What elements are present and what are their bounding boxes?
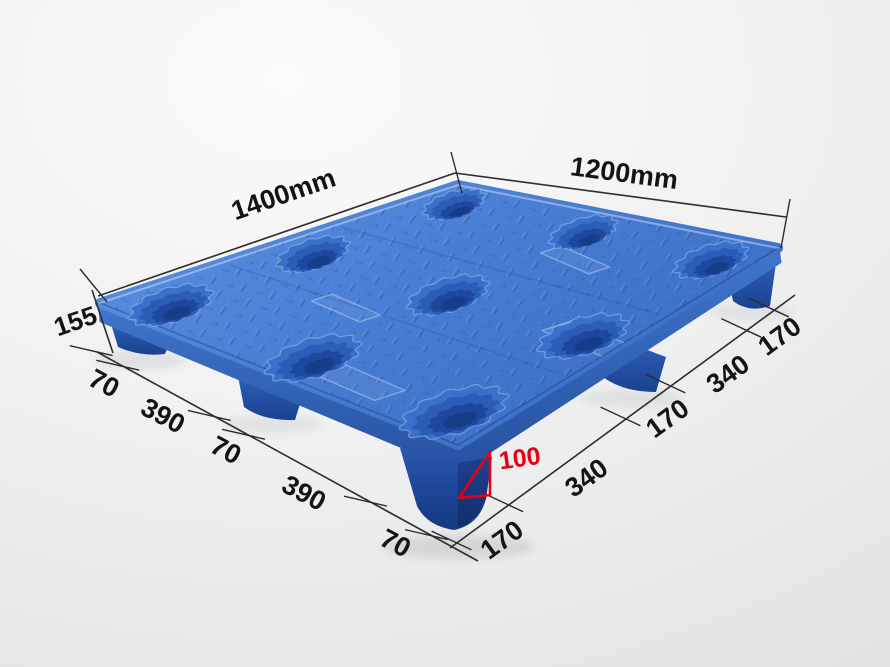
dim-tick bbox=[96, 359, 140, 371]
br-line bbox=[449, 294, 796, 549]
dim-extension-line bbox=[79, 268, 108, 303]
dim-tick bbox=[721, 317, 762, 338]
deck-seam-line bbox=[340, 226, 660, 315]
dim-label-100: 100 bbox=[497, 442, 542, 476]
dim-tick bbox=[187, 409, 231, 422]
dim-tick bbox=[600, 406, 641, 427]
pallet-cup bbox=[672, 240, 750, 280]
pallet-cup bbox=[405, 273, 491, 317]
dim-tick bbox=[748, 297, 790, 318]
cup-layer bbox=[440, 296, 468, 310]
br-segment-label-3: 340 bbox=[701, 349, 755, 400]
cup-layer bbox=[577, 234, 601, 246]
dim-label-1200mm: 1200mm bbox=[569, 151, 680, 195]
pallet-cups bbox=[127, 187, 750, 441]
pallet-shadow bbox=[222, 415, 322, 433]
dim-tick bbox=[343, 495, 388, 507]
pallet-cup bbox=[421, 187, 487, 221]
dim-tick bbox=[431, 530, 472, 551]
dim-tick bbox=[645, 373, 686, 394]
pallet-shadow bbox=[382, 535, 534, 559]
pallet-cup bbox=[535, 312, 631, 360]
dim-label-155: 155 bbox=[50, 300, 101, 342]
pallet-cup bbox=[263, 332, 363, 384]
cup-layer bbox=[573, 336, 605, 352]
bl-line bbox=[96, 351, 479, 562]
dim-tick bbox=[221, 428, 266, 440]
br-segment-label-1: 340 bbox=[559, 453, 613, 504]
cup-layer bbox=[704, 261, 730, 275]
pallet-cup bbox=[398, 383, 510, 441]
leg-height-marker-triangle bbox=[457, 450, 492, 500]
bl-segment-label-0: 70 bbox=[84, 363, 125, 404]
deck-far-edge-highlight bbox=[99, 183, 779, 304]
pallet-front-leg bbox=[400, 448, 492, 530]
pallet-shadow bbox=[94, 351, 186, 369]
deck-tread-texture bbox=[100, 185, 778, 445]
pallet-shadow bbox=[580, 389, 684, 407]
cup-layer bbox=[162, 305, 192, 321]
dim-tick bbox=[69, 345, 113, 357]
deck-tray-outline bbox=[539, 245, 611, 275]
dim-extension-line bbox=[780, 198, 791, 249]
dim-line-155 bbox=[91, 289, 114, 354]
bl-segment-label-4: 70 bbox=[375, 523, 416, 564]
dim-line-1200 bbox=[454, 172, 787, 218]
pallet-cup bbox=[127, 282, 215, 328]
cup-layer bbox=[441, 411, 479, 429]
cup-layer bbox=[449, 206, 471, 218]
pallet-cup bbox=[274, 234, 352, 274]
pallet-cup bbox=[547, 213, 619, 251]
deck-seam-line bbox=[229, 264, 561, 375]
cup-layer bbox=[302, 357, 336, 375]
front-leg-shaded-face bbox=[458, 457, 492, 528]
dim-tick bbox=[404, 528, 449, 541]
cup-layer bbox=[306, 255, 332, 269]
dim-label-1400mm: 1400mm bbox=[227, 162, 339, 226]
deck-tray-outline bbox=[310, 293, 382, 323]
pallet-shadow bbox=[709, 304, 793, 320]
bl-segment-label-2: 70 bbox=[206, 430, 247, 471]
deck-near-edge-line bbox=[99, 247, 779, 446]
dim-line-1400 bbox=[97, 172, 456, 297]
